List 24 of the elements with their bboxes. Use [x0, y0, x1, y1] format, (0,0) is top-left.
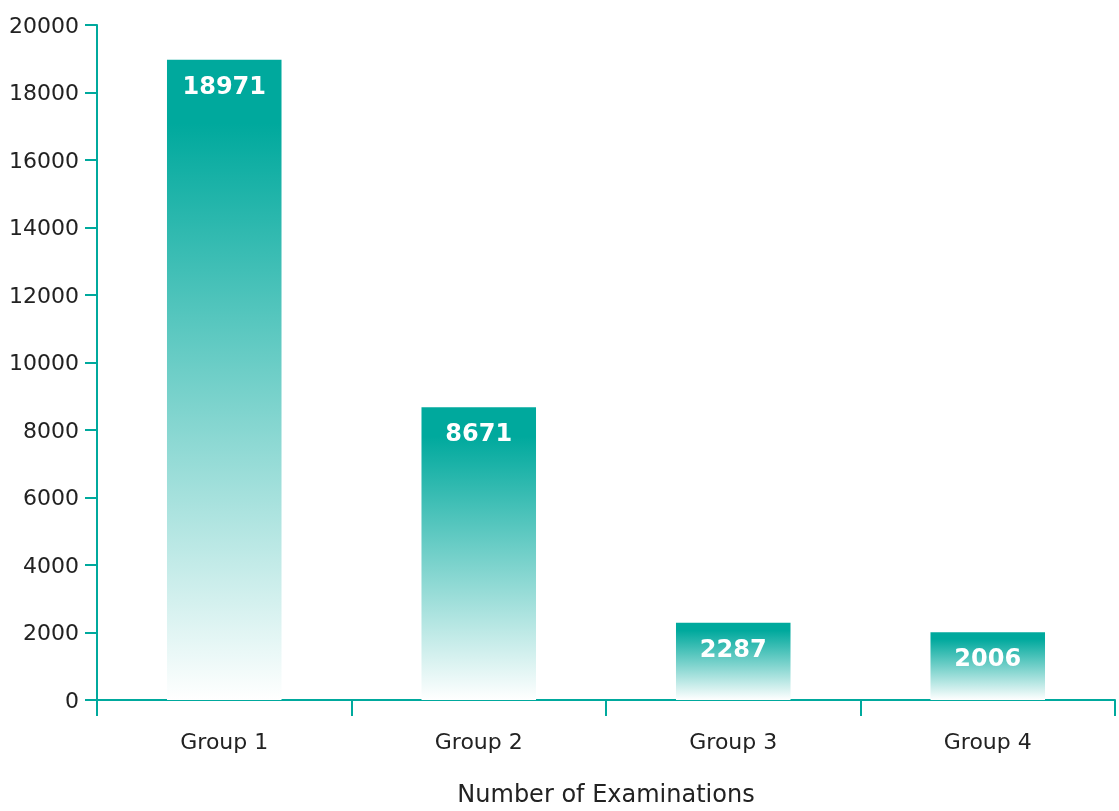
bar: [675, 622, 791, 700]
bar: [421, 407, 537, 700]
x-tick-label: Group 1: [180, 728, 269, 754]
y-tick-label: 8000: [23, 417, 79, 443]
x-axis-title: Number of Examinations: [457, 780, 755, 808]
bar: [166, 59, 282, 700]
y-tick-label: 2000: [23, 620, 79, 645]
y-tick-label: 14000: [9, 215, 79, 240]
x-tick-label: Group 3: [689, 728, 778, 754]
y-tick-label: 10000: [9, 350, 79, 375]
y-tick-label: 4000: [23, 552, 79, 578]
y-tick-label: 16000: [9, 147, 79, 173]
x-tick-label: Group 4: [943, 728, 1032, 754]
y-tick-label: 6000: [23, 485, 79, 510]
data-label: 2006: [954, 644, 1022, 673]
y-tick-label: 18000: [9, 80, 79, 105]
y-tick-label: 20000: [9, 12, 79, 38]
data-label: 18971: [182, 71, 266, 100]
y-tick-label: 12000: [9, 282, 79, 308]
data-label: 8671: [445, 419, 513, 448]
x-tick-label: Group 2: [434, 728, 523, 754]
y-tick-label: 0: [65, 687, 79, 713]
bar: [930, 632, 1046, 700]
data-label: 2287: [699, 634, 767, 663]
